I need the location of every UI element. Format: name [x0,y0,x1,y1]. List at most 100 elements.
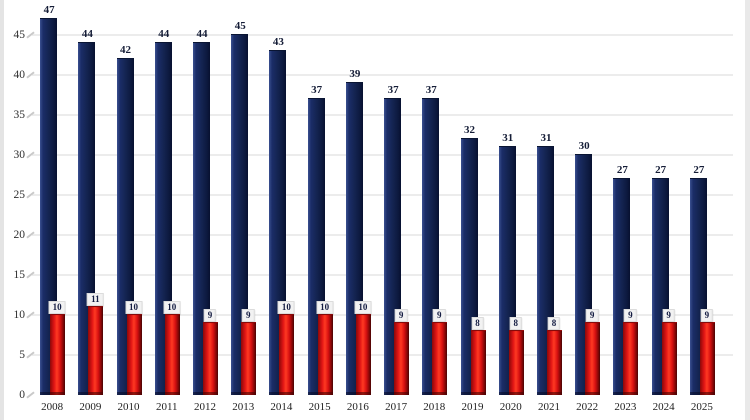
x-axis: 2008 2009 2010 2011 2012 2013 2014 2015 2016 2017… [33,398,721,418]
x-axis-label-2008: 2008 [41,401,64,413]
bar-value-label-secondary-2008: 10 [48,301,66,314]
bar-group-2016: 39 10 [339,0,377,395]
gridline-40 [32,74,733,76]
bar-group-2019: 32 8 [453,0,491,395]
gridline-20 [32,234,733,236]
bar-value-label-secondary-2015: 10 [316,301,334,314]
bar-group-2022: 30 9 [568,0,606,395]
x-axis-label-2019: 2019 [461,401,484,413]
bar-group-2012: 44 9 [186,0,224,395]
bar-value-label-primary-2018: 37 [425,84,437,96]
bar-group-2023: 27 9 [606,0,644,395]
bar-secondary-2012 [202,322,218,395]
bar-secondary-2025 [699,322,715,395]
bar-value-label-secondary-2014: 10 [277,301,295,314]
gridline-15 [32,274,733,276]
gridline-30 [32,154,733,156]
bar-value-label-secondary-2016: 10 [354,301,372,314]
bar-value-label-secondary-2020: 8 [509,317,522,330]
y-axis-label: 30 [13,149,26,161]
y-axis-label: 15 [13,269,26,281]
bar-value-label-primary-2017: 37 [387,84,399,96]
bar-secondary-2016 [355,314,371,395]
x-axis-label-2013: 2013 [232,401,255,413]
bar-value-label-secondary-2010: 10 [125,301,143,314]
bar-value-label-primary-2014: 43 [272,36,284,48]
x-axis-label-2017: 2017 [385,401,408,413]
bar-value-label-primary-2025: 27 [693,164,705,176]
x-axis-label-2025: 2025 [690,401,713,413]
gridline-5 [32,354,733,356]
bar-group-2020: 31 8 [492,0,530,395]
bar-value-label-primary-2008: 47 [43,4,55,16]
bar-value-label-secondary-2023: 9 [624,309,637,322]
bar-group-2021: 31 8 [530,0,568,395]
y-axis-label: 10 [13,309,26,321]
x-axis-label-2023: 2023 [614,401,637,413]
x-axis-label-2014: 2014 [270,401,293,413]
x-axis-label-2022: 2022 [576,401,599,413]
bar-value-label-secondary-2025: 9 [700,309,714,322]
gridlines-layer [32,0,733,420]
x-axis-label-2016: 2016 [346,401,369,413]
bar-value-label-secondary-2024: 9 [662,309,675,322]
y-axis-label: 5 [19,349,25,361]
y-axis-label: 35 [13,109,26,121]
gridline-45 [32,34,733,36]
x-axis-label-2018: 2018 [423,401,446,413]
bar-value-label-primary-2016: 39 [349,68,361,80]
bar-secondary-2018 [432,322,448,395]
bar-value-label-secondary-2013: 9 [241,309,255,322]
bar-value-label-primary-2009: 44 [81,28,93,40]
bar-value-label-secondary-2019: 8 [471,317,484,330]
y-axis-label: 25 [13,189,26,201]
bar-value-label-primary-2019: 32 [464,124,476,136]
bar-secondary-2020 [508,330,524,395]
bar-value-label-secondary-2011: 10 [163,301,181,314]
bar-value-label-primary-2020: 31 [502,132,514,144]
bar-value-label-primary-2012: 44 [196,28,208,40]
x-axis-label-2021: 2021 [537,401,560,413]
bar-secondary-2023 [623,322,639,395]
bar-group-2024: 27 9 [645,0,683,395]
bar-value-label-primary-2011: 44 [158,28,170,40]
bar-group-2009: 44 11 [71,0,109,395]
bar-value-label-secondary-2018: 9 [433,309,446,322]
bar-value-label-primary-2024: 27 [655,164,667,176]
bar-secondary-2021 [546,330,562,395]
bar-group-2018: 37 9 [415,0,453,395]
bar-secondary-2019 [470,330,486,395]
x-axis-label-2012: 2012 [193,401,216,413]
bar-value-label-primary-2015: 37 [311,84,323,96]
bar-secondary-2017 [394,322,410,395]
x-axis-label-2015: 2015 [308,401,331,413]
gridline-10 [32,314,733,316]
bar-group-2013: 45 9 [224,0,262,395]
bar-secondary-2008 [50,314,66,395]
bar-value-label-primary-2013: 45 [234,20,246,32]
bar-secondary-2011 [164,314,180,395]
bar-value-label-secondary-2012: 9 [203,309,217,322]
bar-value-label-primary-2022: 30 [578,140,590,152]
bar-group-2017: 37 9 [377,0,415,395]
x-axis-label-2011: 2011 [155,401,178,413]
bar-group-2010: 42 10 [109,0,147,395]
bar-secondary-2010 [126,314,142,395]
y-axis-label: 20 [13,229,26,241]
y-axis-label: 0 [19,389,25,401]
bar-value-label-primary-2021: 31 [540,132,552,144]
bar-group-2011: 44 10 [148,0,186,395]
bar-value-label-secondary-2022: 9 [585,309,599,322]
x-axis-label-2009: 2009 [79,401,102,413]
bar-secondary-2009 [88,306,104,395]
bar-secondary-2013 [241,322,257,395]
y-axis: 0 5 10 15 20 25 30 35 40 45 [0,0,35,420]
bar-primary-2008 [40,18,58,395]
bar-group-2015: 37 10 [301,0,339,395]
y-axis-label: 45 [13,29,26,41]
bar-secondary-2024 [661,322,677,395]
gridline-25 [32,194,733,196]
bar-value-label-secondary-2017: 9 [394,309,408,322]
bar-group-2025: 27 9 [683,0,721,395]
